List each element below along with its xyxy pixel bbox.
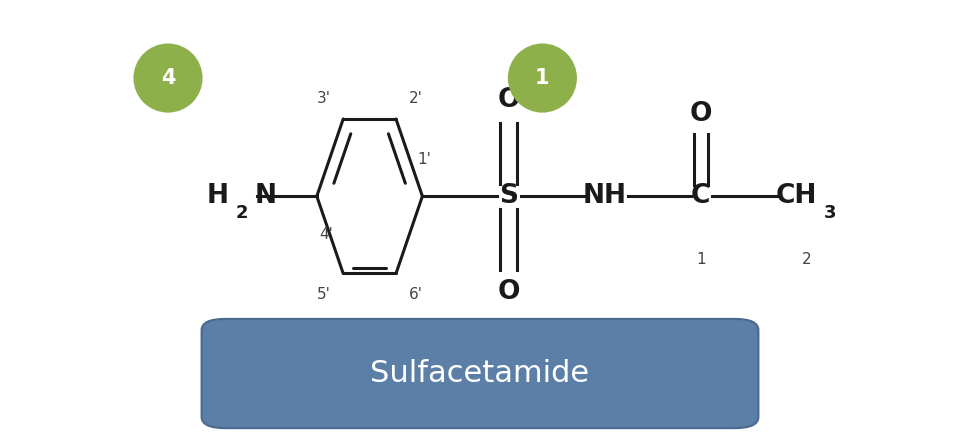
Text: Sulfacetamide: Sulfacetamide [371,359,589,388]
Text: 2: 2 [802,252,811,267]
Text: O: O [689,101,712,127]
Text: NH: NH [583,183,627,209]
Text: 4: 4 [160,68,176,88]
Text: CH: CH [776,183,818,209]
Text: S: S [499,183,518,209]
Text: 4': 4' [320,227,333,242]
Text: 5': 5' [317,287,330,302]
Text: 2': 2' [409,91,422,106]
Ellipse shape [133,44,203,113]
FancyBboxPatch shape [202,319,758,428]
Text: 1: 1 [696,252,706,267]
Text: O: O [497,279,520,305]
Text: C: C [691,183,710,209]
Ellipse shape [508,44,577,113]
Text: 3: 3 [824,204,837,222]
Text: 1: 1 [535,68,550,88]
Text: 2: 2 [235,204,248,222]
Text: 6': 6' [409,287,422,302]
Text: O: O [497,87,520,113]
Text: N: N [254,183,276,209]
Text: 3': 3' [317,91,330,106]
Text: 1': 1' [418,152,431,167]
Text: H: H [206,183,228,209]
